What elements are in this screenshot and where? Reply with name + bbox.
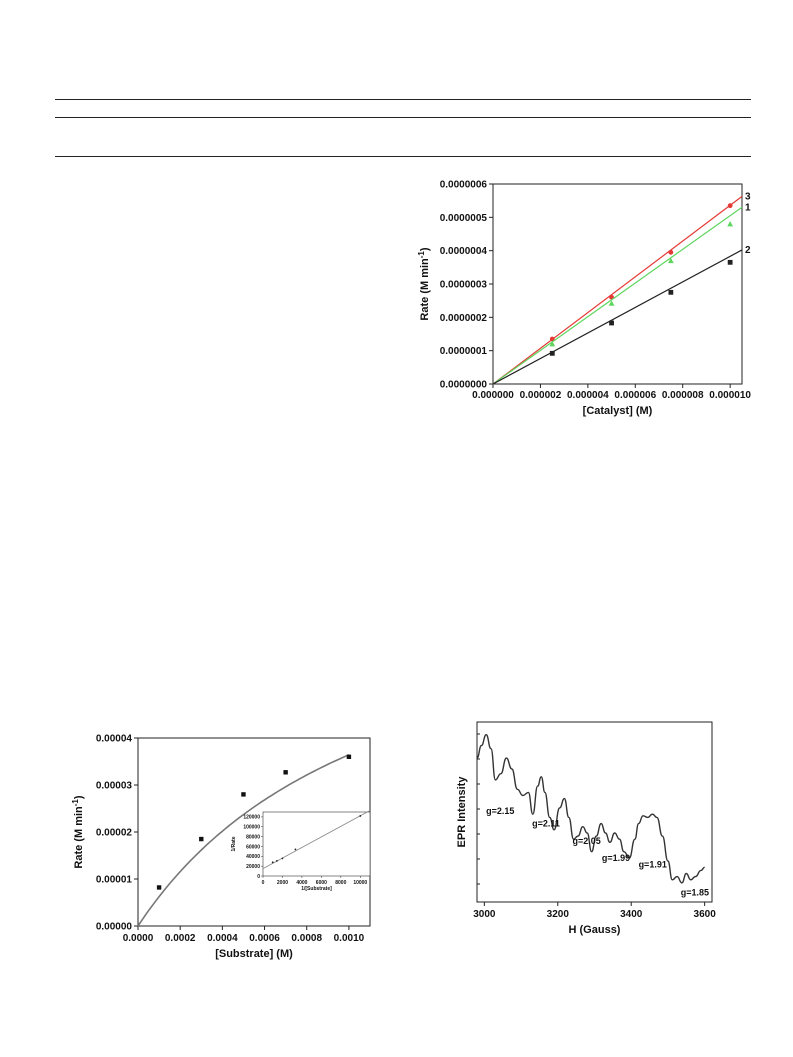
y-tick-label: 0.0000005: [440, 213, 488, 224]
header-rule: [55, 117, 751, 118]
inset-y-tick-label: 100000: [243, 825, 260, 831]
x-tick-label: 0.0000: [123, 933, 154, 944]
x-axis-label: [Substrate] (M): [215, 948, 293, 960]
x-tick-label: 0.0002: [165, 933, 196, 944]
data-point-series-1: [549, 341, 556, 347]
data-point-series-3: [668, 249, 674, 255]
x-axis-label: [Catalyst] (M): [583, 405, 653, 417]
x-tick-label: 0.0008: [291, 933, 322, 944]
data-point: [283, 770, 288, 775]
x-tick-label: 0.0010: [334, 933, 365, 944]
data-point: [199, 836, 204, 842]
data-point-series-1: [608, 300, 615, 306]
y-tick-label: 0.00003: [96, 781, 133, 792]
data-point-series-2: [609, 320, 614, 326]
inset-data-point: [294, 848, 297, 851]
inset-y-tick-label: 20000: [246, 864, 260, 870]
inset-x-tick-label: 0: [262, 880, 265, 886]
inset-y-tick-label: 0: [257, 874, 260, 880]
x-tick-label: 0.000006: [614, 390, 656, 401]
y-axis-label: Rate (M min-1): [71, 795, 86, 868]
inset-x-tick-label: 8000: [335, 880, 346, 886]
inset-data-point: [276, 860, 278, 862]
x-tick-label: 0.000010: [709, 390, 751, 401]
plot-frame: [476, 721, 713, 903]
fit-line-series-3: [492, 195, 743, 385]
inset-y-axis-label: 1/Rate: [231, 836, 237, 851]
g-value-annotation: g=2.15: [486, 806, 514, 816]
inset-fit-line: [262, 810, 371, 869]
x-tick-label: 0.000004: [567, 390, 609, 401]
g-value-annotation: g=1.99: [602, 853, 630, 863]
y-tick-label: 0.0000004: [440, 246, 488, 257]
data-point-series-1: [667, 257, 674, 264]
y-tick-label: 0.0000001: [440, 346, 488, 357]
data-point-series-3: [549, 336, 555, 342]
data-point-series-2: [668, 289, 674, 295]
inset-y-tick-label: 120000: [243, 815, 260, 821]
x-tick-label: 3000: [473, 909, 496, 920]
y-tick-label: 0.0000003: [440, 280, 488, 291]
inset-frame: [262, 811, 371, 877]
fit-curve: [137, 754, 350, 927]
y-tick-label: 0.00002: [96, 828, 133, 839]
x-tick-label: 0.000000: [472, 390, 514, 401]
bottom-rule: [55, 156, 751, 157]
inset-data-point: [271, 861, 274, 864]
x-tick-label: 0.0006: [249, 933, 280, 944]
x-tick-label: 0.000008: [662, 390, 704, 401]
x-tick-label: 0.000002: [520, 390, 562, 401]
y-tick-label: 0.00000: [96, 922, 133, 933]
x-tick-label: 0.0004: [207, 933, 238, 944]
inset-y-tick-label: 40000: [246, 854, 260, 860]
y-tick-label: 0.0000006: [440, 180, 488, 191]
data-point: [156, 885, 162, 890]
series-label-1: 1: [745, 202, 751, 213]
g-value-annotation: g=1.91: [639, 859, 667, 869]
inset-x-axis-label: 1/[Substrate]: [301, 886, 332, 892]
top-rule: [55, 99, 751, 100]
y-axis-label: EPR Intensity: [456, 776, 468, 848]
y-axis-label: Rate (M min-1): [417, 247, 432, 320]
inset-data-point: [281, 857, 284, 860]
inset-x-tick-label: 10000: [353, 880, 367, 886]
fit-line-series-2: [492, 249, 743, 385]
x-tick-label: 3200: [547, 909, 570, 920]
y-tick-label: 0.00001: [96, 875, 133, 886]
inset-data-point: [359, 815, 362, 817]
data-point-series-2: [727, 259, 733, 265]
y-tick-label: 0.0000000: [440, 380, 488, 391]
inset-x-tick-label: 2000: [277, 880, 288, 886]
y-tick-label: 0.00004: [96, 734, 133, 745]
x-tick-label: 3400: [620, 909, 643, 920]
data-point-series-3: [727, 203, 733, 209]
data-point: [346, 754, 352, 759]
series-label-2: 2: [745, 245, 751, 256]
data-point: [241, 792, 246, 797]
g-value-annotation: g=2.11: [532, 819, 560, 829]
x-tick-label: 3600: [694, 909, 717, 920]
x-axis-label: H (Gauss): [569, 924, 621, 936]
inset-x-tick-label: 6000: [316, 880, 327, 886]
y-tick-label: 0.0000002: [440, 313, 488, 324]
inset-y-tick-label: 80000: [246, 834, 260, 840]
g-value-annotation: g=1.85: [681, 887, 709, 897]
g-value-annotation: g=2.05: [572, 836, 600, 846]
data-point-series-1: [727, 221, 734, 227]
fit-line-series-1: [492, 206, 743, 385]
series-label-3: 3: [745, 191, 751, 202]
inset-y-tick-label: 60000: [246, 844, 260, 850]
data-point-series-2: [549, 350, 555, 356]
epr-trace: [476, 733, 705, 884]
inset-x-tick-label: 4000: [296, 880, 307, 886]
